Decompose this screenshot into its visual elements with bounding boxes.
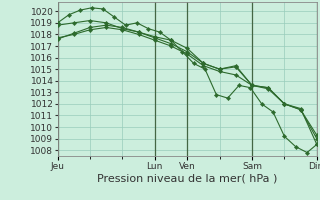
X-axis label: Pression niveau de la mer( hPa ): Pression niveau de la mer( hPa ) [97, 173, 277, 183]
